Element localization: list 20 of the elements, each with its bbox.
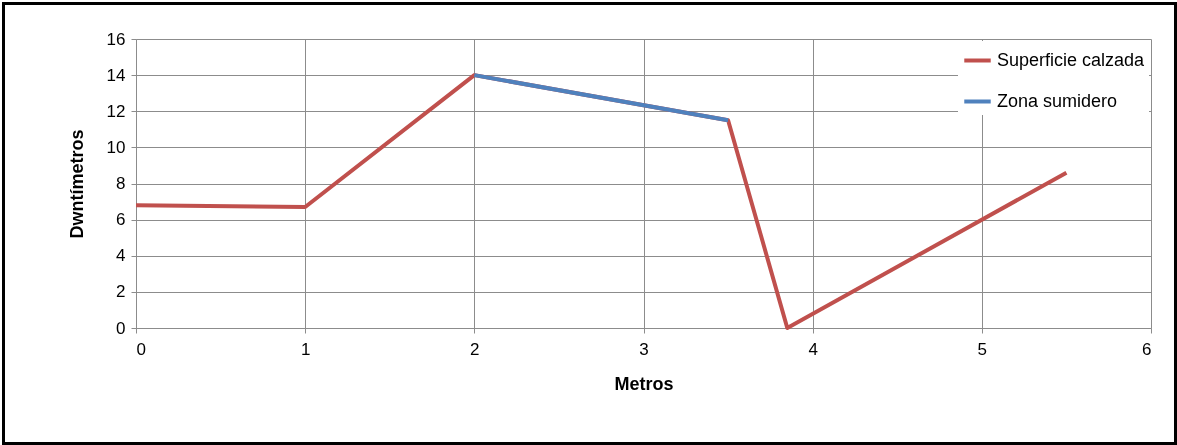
- y-axis-title: Dwntímetros: [66, 129, 87, 239]
- x-tick-label: 4: [808, 339, 818, 359]
- x-tick-label: 3: [639, 339, 649, 359]
- y-tick-label: 14: [106, 65, 126, 85]
- x-tick-label: 6: [1142, 339, 1152, 359]
- y-tick-label: 6: [116, 210, 126, 230]
- x-tick-label: 1: [300, 339, 311, 359]
- y-tick-label: 8: [116, 174, 126, 193]
- x-axis-title: Metros: [614, 373, 674, 394]
- x-tick-label: 5: [977, 339, 988, 359]
- x-tick-label: 0: [136, 339, 146, 359]
- y-tick-label: 4: [116, 246, 126, 266]
- y-tick-label: 2: [116, 282, 126, 302]
- y-tick-label: 10: [106, 137, 126, 157]
- y-tick-label: 0: [116, 318, 126, 338]
- y-tick-label: 12: [106, 101, 126, 121]
- x-tick-label: 2: [470, 339, 480, 359]
- legend-label: Zona sumidero: [997, 90, 1118, 111]
- y-tick-label: 16: [106, 29, 126, 49]
- legend-label: Superficie calzada: [997, 49, 1146, 70]
